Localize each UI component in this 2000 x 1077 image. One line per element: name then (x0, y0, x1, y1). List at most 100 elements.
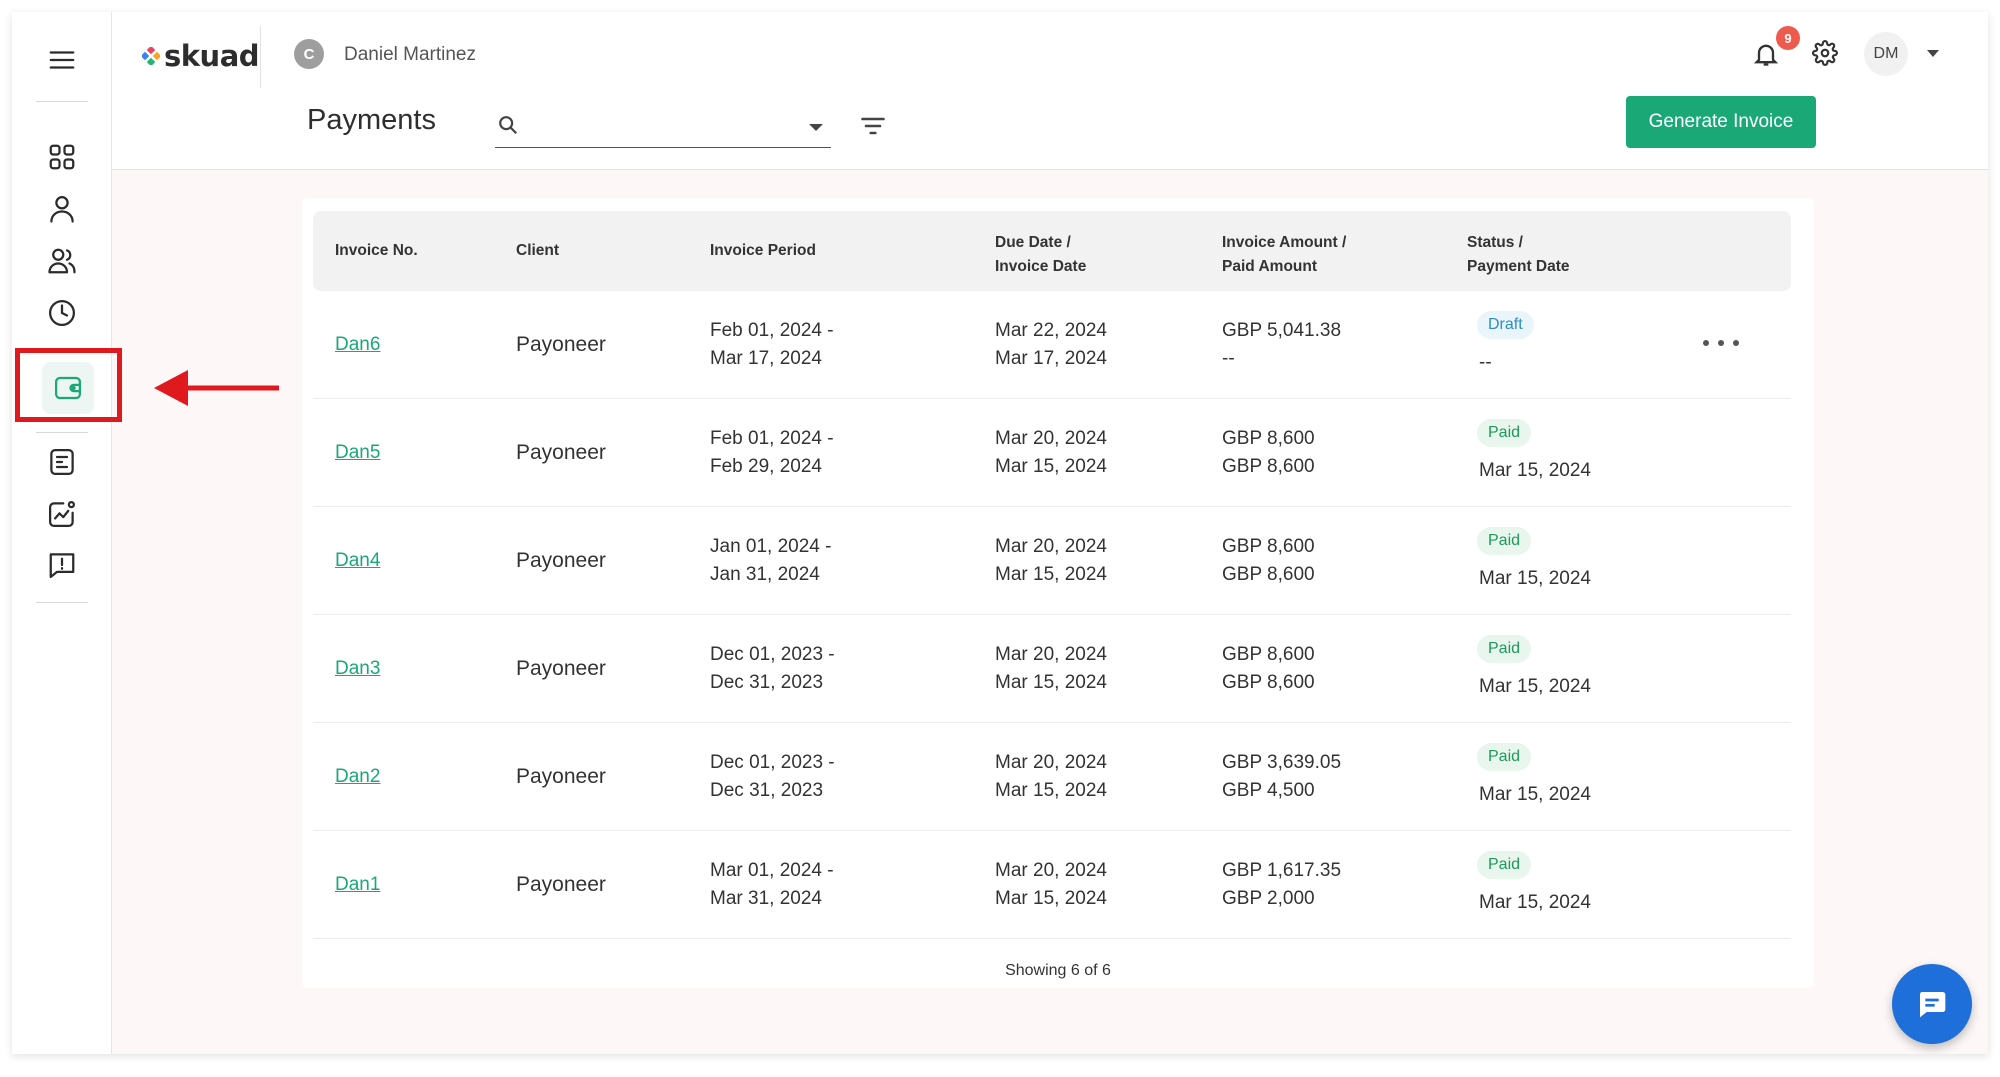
app-window: skuad C Daniel Martinez 9 DM Payments Ge… (12, 12, 1988, 1054)
column-header-invoice-period: Invoice Period (710, 242, 816, 259)
period-start: Feb 01, 2024 - (710, 428, 834, 449)
period-start: Dec 01, 2023 - (710, 752, 835, 773)
period-cell: Mar 01, 2024 - Mar 31, 2024 (710, 857, 834, 913)
paid-amount: GBP 8,600 (1222, 672, 1315, 693)
table-row[interactable]: Dan1 Payoneer Mar 01, 2024 - Mar 31, 202… (313, 831, 1791, 939)
header-line: Due Date / (995, 234, 1071, 251)
table-row[interactable]: Dan5 Payoneer Feb 01, 2024 - Feb 29, 202… (313, 399, 1791, 507)
column-header-invoice-no: Invoice No. (335, 242, 418, 259)
paid-amount: -- (1222, 348, 1235, 369)
client-cell: Payoneer (516, 765, 606, 788)
person-icon[interactable] (44, 191, 80, 227)
chat-bubble-icon (1919, 992, 1946, 1018)
invoice-amount: GBP 8,600 (1222, 644, 1315, 665)
search-input[interactable] (529, 112, 779, 142)
period-end: Mar 31, 2024 (710, 888, 822, 909)
period-start: Feb 01, 2024 - (710, 320, 834, 341)
period-start: Mar 01, 2024 - (710, 860, 834, 881)
payment-date: Mar 15, 2024 (1479, 460, 1591, 481)
client-avatar[interactable]: C (294, 39, 324, 69)
invoice-link[interactable]: Dan3 (335, 658, 381, 679)
notification-badge: 9 (1776, 26, 1800, 50)
period-cell: Dec 01, 2023 - Dec 31, 2023 (710, 749, 835, 805)
column-header-client: Client (516, 242, 560, 259)
skuad-logo[interactable]: skuad (142, 36, 260, 76)
invoice-amount: GBP 8,600 (1222, 536, 1315, 557)
sidebar-divider (36, 101, 88, 102)
generate-invoice-button[interactable]: Generate Invoice (1626, 96, 1816, 148)
column-header-due-date: Due Date / Invoice Date (995, 231, 1086, 279)
search-icon (497, 114, 521, 138)
status-badge: Paid (1477, 851, 1532, 879)
analytics-icon[interactable] (44, 496, 80, 532)
amount-cell: GBP 8,600 GBP 8,600 (1222, 533, 1315, 589)
client-cell: Payoneer (516, 333, 606, 356)
logo-mark-icon (142, 47, 160, 65)
date-cell: Mar 20, 2024 Mar 15, 2024 (995, 425, 1107, 481)
search-dropdown-caret-icon[interactable] (809, 124, 823, 131)
sidebar-active-indicator (42, 362, 94, 414)
people-icon[interactable] (44, 243, 80, 279)
arrow-left-icon (154, 370, 279, 406)
invoice-link[interactable]: Dan1 (335, 874, 381, 895)
due-date: Mar 20, 2024 (995, 860, 1107, 881)
client-cell: Payoneer (516, 873, 606, 896)
table-row[interactable]: Dan4 Payoneer Jan 01, 2024 - Jan 31, 202… (313, 507, 1791, 615)
page-title: Payments (307, 104, 436, 136)
column-header-status: Status / Payment Date (1467, 231, 1570, 279)
search-field[interactable] (495, 108, 831, 148)
period-end: Dec 31, 2023 (710, 780, 824, 801)
more-options-icon[interactable] (1703, 331, 1739, 355)
dashboard-grid-icon[interactable] (44, 139, 80, 175)
date-cell: Mar 20, 2024 Mar 15, 2024 (995, 533, 1107, 589)
period-start: Dec 01, 2023 - (710, 644, 835, 665)
payment-date: -- (1479, 352, 1492, 373)
table-row[interactable]: Dan3 Payoneer Dec 01, 2023 - Dec 31, 202… (313, 615, 1791, 723)
logo-text: skuad (164, 39, 260, 73)
client-name[interactable]: Daniel Martinez (344, 44, 476, 65)
chevron-down-icon[interactable] (1927, 50, 1939, 57)
status-badge: Draft (1477, 311, 1534, 339)
period-end: Jan 31, 2024 (710, 564, 820, 585)
column-header-amount: Invoice Amount / Paid Amount (1222, 231, 1346, 279)
date-cell: Mar 22, 2024 Mar 17, 2024 (995, 317, 1107, 373)
notification-bell-icon[interactable] (1752, 40, 1786, 74)
payment-date: Mar 15, 2024 (1479, 892, 1591, 913)
settings-gear-icon[interactable] (1812, 40, 1842, 70)
invoice-link[interactable]: Dan4 (335, 550, 381, 571)
table-row[interactable]: Dan2 Payoneer Dec 01, 2023 - Dec 31, 202… (313, 723, 1791, 831)
header-divider (260, 26, 261, 88)
period-end: Feb 29, 2024 (710, 456, 822, 477)
document-icon[interactable] (44, 444, 80, 480)
wallet-icon[interactable] (50, 370, 86, 406)
chat-support-button[interactable] (1892, 964, 1972, 1044)
invoice-link[interactable]: Dan2 (335, 766, 381, 787)
user-avatar[interactable]: DM (1864, 32, 1908, 76)
sidebar (12, 12, 112, 1054)
top-header: skuad C Daniel Martinez 9 DM Payments Ge… (112, 12, 1988, 170)
client-cell: Payoneer (516, 657, 606, 680)
invoice-link[interactable]: Dan5 (335, 442, 381, 463)
period-cell: Feb 01, 2024 - Mar 17, 2024 (710, 317, 834, 373)
filter-icon[interactable] (859, 112, 889, 142)
pagination-summary: Showing 6 of 6 (1005, 962, 1111, 979)
header-line: Invoice Date (995, 258, 1087, 275)
invoice-date: Mar 15, 2024 (995, 780, 1107, 801)
status-badge: Paid (1477, 743, 1532, 771)
invoice-amount: GBP 5,041.38 (1222, 320, 1342, 341)
header-line: Invoice Amount / (1222, 234, 1347, 251)
payment-date: Mar 15, 2024 (1479, 784, 1591, 805)
client-cell: Payoneer (516, 549, 606, 572)
feedback-icon[interactable] (44, 547, 80, 583)
menu-icon[interactable] (44, 42, 80, 78)
invoice-date: Mar 15, 2024 (995, 888, 1107, 909)
sidebar-divider (36, 432, 88, 433)
clock-icon[interactable] (44, 295, 80, 331)
period-cell: Jan 01, 2024 - Jan 31, 2024 (710, 533, 831, 589)
status-badge: Paid (1477, 419, 1532, 447)
invoice-date: Mar 17, 2024 (995, 348, 1107, 369)
table-row[interactable]: Dan6 Payoneer Feb 01, 2024 - Mar 17, 202… (313, 291, 1791, 399)
invoice-link[interactable]: Dan6 (335, 334, 381, 355)
invoice-date: Mar 15, 2024 (995, 456, 1107, 477)
amount-cell: GBP 8,600 GBP 8,600 (1222, 425, 1315, 481)
